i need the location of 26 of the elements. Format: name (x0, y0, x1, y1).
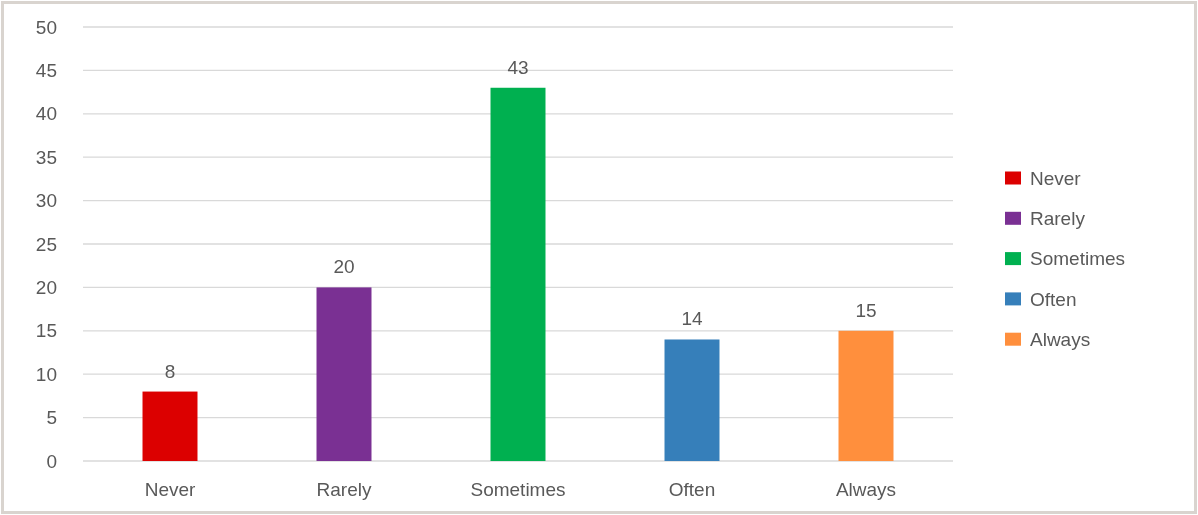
y-tick-label: 30 (35, 190, 57, 212)
legend-label: Sometimes (1030, 248, 1126, 270)
legend-label: Often (1030, 288, 1077, 310)
x-tick-label: Never (144, 479, 197, 500)
y-tick-label: 5 (46, 407, 57, 429)
x-tick-label: Sometimes (470, 479, 566, 500)
y-tick-label: 25 (35, 233, 57, 255)
y-tick-label: 0 (46, 450, 57, 472)
data-label: 14 (681, 308, 703, 330)
legend-label: Always (1030, 328, 1091, 350)
legend-label: Rarely (1030, 207, 1086, 229)
y-tick-label: 45 (35, 60, 57, 82)
data-label: 20 (333, 256, 355, 278)
y-tick-label: 35 (35, 146, 57, 168)
x-tick-label: Rarely (316, 479, 372, 500)
y-tick-label: 40 (35, 103, 57, 125)
x-tick-label: Always (835, 479, 897, 500)
data-label: 15 (855, 299, 877, 321)
y-tick-label: 50 (35, 16, 57, 38)
legend-label: Never (1030, 167, 1082, 189)
x-tick-label: Often (668, 479, 716, 500)
data-label: 43 (507, 56, 529, 78)
y-tick-label: 10 (35, 363, 57, 385)
data-label: 8 (164, 360, 176, 382)
y-tick-label: 20 (35, 277, 57, 299)
y-tick-label: 15 (35, 320, 57, 342)
